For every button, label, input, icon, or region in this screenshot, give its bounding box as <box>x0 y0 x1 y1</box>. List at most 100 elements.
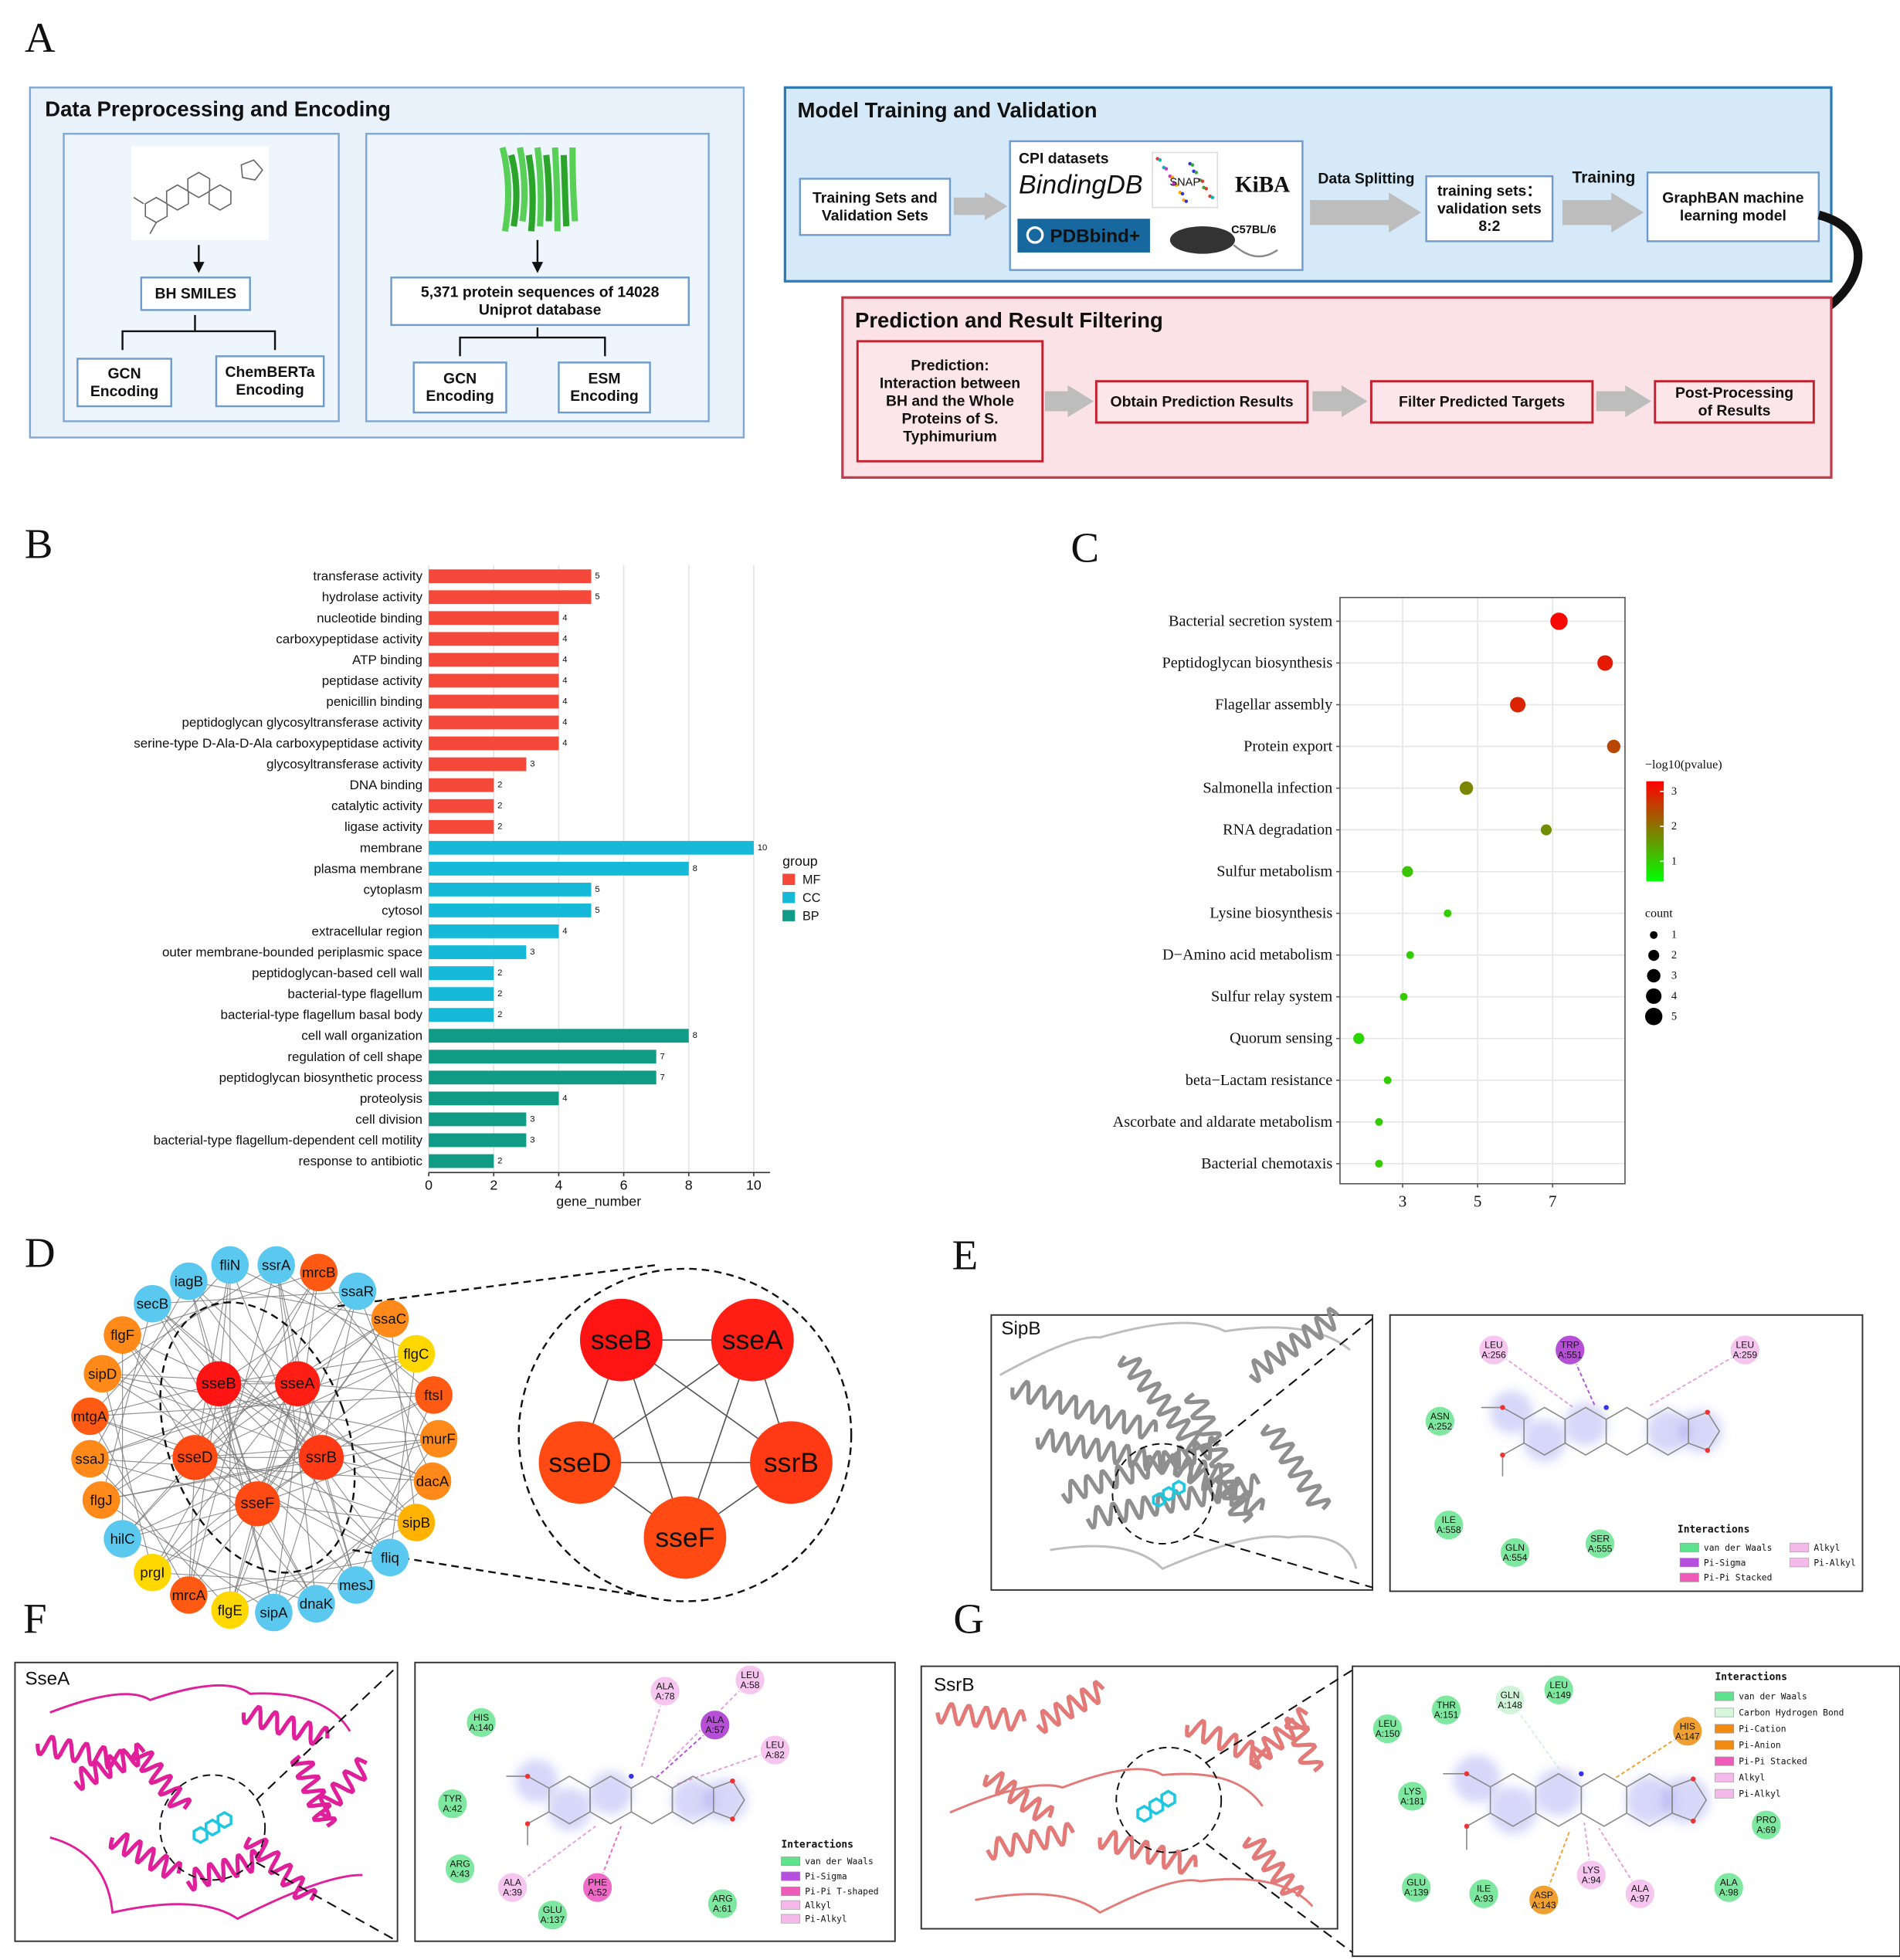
y-tick-label: Ascorbate and aldarate metabolism <box>1113 1114 1333 1131</box>
residue-name: ALA <box>1720 1877 1739 1888</box>
structure-box <box>990 1314 1373 1591</box>
dataset-name: KiBA <box>1235 173 1290 198</box>
edge <box>122 1290 358 1539</box>
ring <box>1688 1411 1721 1451</box>
bar <box>429 819 494 834</box>
x-axis-title: gene_number <box>556 1193 641 1209</box>
x-tick-label: 6 <box>620 1177 628 1192</box>
node-label: ssrB <box>306 1449 337 1466</box>
residue-id: A:150 <box>1376 1728 1400 1739</box>
bar <box>429 653 559 667</box>
edge <box>389 1353 417 1558</box>
y-tick-label: bacterial-type flagellum-dependent cell … <box>154 1133 423 1148</box>
ring <box>187 171 211 198</box>
y-tick-label: transferase activity <box>313 569 422 584</box>
atom <box>524 1821 531 1826</box>
zoom-line <box>337 1263 657 1307</box>
residue-id: A:93 <box>1474 1894 1494 1904</box>
edge <box>122 1503 258 1540</box>
residue <box>1528 1884 1559 1916</box>
residue <box>1372 1713 1403 1745</box>
edge <box>219 1353 417 1385</box>
y-tick-label: DNA binding <box>350 778 422 792</box>
atom <box>629 1773 634 1779</box>
y-tick-label: ATP binding <box>352 653 422 667</box>
atom <box>730 1816 735 1822</box>
zoom-circle <box>517 1267 853 1602</box>
bar <box>429 1091 559 1106</box>
legend-swatch <box>1715 1691 1735 1701</box>
bar <box>429 1070 657 1085</box>
panel-label: E <box>952 1232 979 1279</box>
interaction-line <box>511 1826 596 1888</box>
legend-swatch <box>1715 1772 1735 1782</box>
point <box>1444 909 1452 917</box>
colorbar <box>1646 781 1664 882</box>
legend-label: Pi-Pi T-shaped <box>805 1886 878 1897</box>
snap-dot <box>1200 179 1205 183</box>
edge <box>318 1272 439 1439</box>
legend-label: Alkyl <box>1739 1772 1765 1783</box>
dataset-name: SNAP <box>1169 176 1200 188</box>
residue-name: ALA <box>504 1877 522 1888</box>
encoding-box <box>558 361 651 414</box>
edge <box>102 1373 153 1573</box>
step-label: Data Splitting <box>1318 170 1414 187</box>
node <box>255 1593 293 1632</box>
colorbar-label: 2 <box>1671 820 1677 832</box>
node-label: dacA <box>416 1473 450 1490</box>
edge <box>188 1280 391 1558</box>
data-label: 5 <box>595 885 599 894</box>
pdbbind-box <box>1017 219 1150 253</box>
residue-id: A:259 <box>1732 1350 1757 1361</box>
protein-strand <box>560 154 570 227</box>
ribbon <box>1260 1423 1332 1511</box>
node <box>413 1462 452 1501</box>
legend-swatch <box>1790 1542 1810 1552</box>
bond <box>149 222 158 235</box>
data-label: 5 <box>595 592 599 602</box>
encoding-box-text: Encoding <box>236 381 304 398</box>
point <box>1375 1117 1383 1126</box>
halo <box>1535 1768 1583 1816</box>
zoom-line <box>256 1861 399 1942</box>
protein-box-text: Uniprot database <box>479 302 602 319</box>
residue <box>734 1664 766 1696</box>
data-label: 2 <box>497 822 502 832</box>
residue-id: A:61 <box>713 1904 732 1914</box>
node-label: sseD <box>177 1449 212 1466</box>
edge <box>90 1264 231 1417</box>
node-label: fliN <box>219 1257 240 1273</box>
halo <box>548 1788 592 1831</box>
step-box-text: Filter Predicted Targets <box>1399 393 1565 410</box>
legend-label: Pi-Sigma <box>1704 1557 1746 1568</box>
y-tick-label: Flagellar assembly <box>1215 697 1333 714</box>
residue-id: A:143 <box>1532 1900 1556 1911</box>
residue <box>1729 1334 1761 1366</box>
edge <box>122 1334 433 1482</box>
node <box>134 1284 171 1323</box>
y-tick-label: D−Amino acid metabolism <box>1162 947 1333 964</box>
node <box>337 1566 375 1604</box>
atom <box>524 1773 531 1779</box>
snap-image <box>1152 151 1219 209</box>
residue <box>1671 1715 1704 1748</box>
legend-swatch <box>782 910 796 921</box>
residue-id: A:140 <box>469 1722 494 1733</box>
node-label: fliq <box>381 1549 399 1565</box>
legend-swatch <box>782 891 796 904</box>
edge <box>188 1318 391 1595</box>
size-label: 5 <box>1671 1010 1677 1022</box>
edge <box>188 1280 298 1385</box>
node-label: ssaJ <box>75 1450 104 1467</box>
step-box-text: Obtain Prediction Results <box>1111 393 1294 410</box>
edge <box>357 1290 433 1482</box>
split-box-text: 8:2 <box>1478 218 1500 235</box>
edge <box>389 1318 417 1523</box>
edge <box>316 1438 439 1605</box>
zoom-line <box>1199 1317 1373 1457</box>
bar <box>429 1029 689 1043</box>
snap-dot <box>1170 175 1175 180</box>
data-label: 2 <box>497 802 502 811</box>
